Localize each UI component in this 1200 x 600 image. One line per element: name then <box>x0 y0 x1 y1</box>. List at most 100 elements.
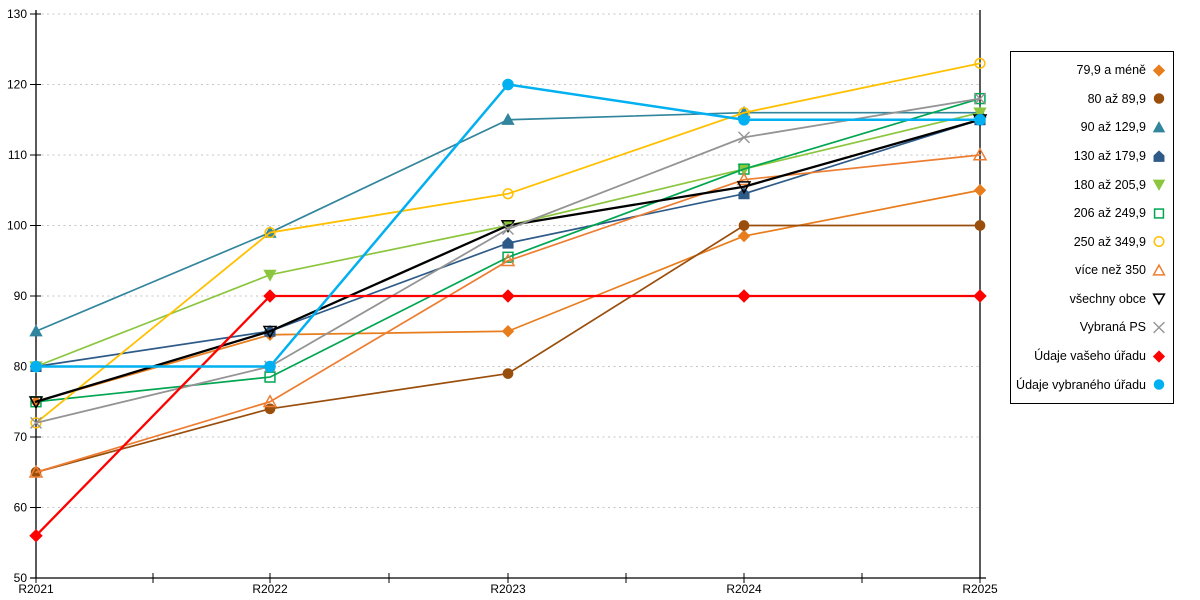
series-line-6 <box>35 62 981 424</box>
x-tick-label: R2023 <box>490 582 526 596</box>
legend-label: 80 až 89,9 <box>1087 91 1146 106</box>
data-point-s5-R2023 <box>502 251 514 263</box>
data-point-s8-R2024 <box>736 181 752 195</box>
legend-label: Údaje vybraného úřadu <box>1016 377 1146 392</box>
y-tick-label: 60 <box>14 501 28 515</box>
y-tick-label: 80 <box>14 360 28 374</box>
data-point-s2-R2023 <box>501 112 515 125</box>
legend-item-5: 206 až 249,9 <box>1013 201 1167 225</box>
data-point-s7-R2023 <box>500 253 516 267</box>
legend-label: Vybraná PS <box>1079 320 1146 335</box>
legend-marker-square-icon <box>1153 207 1165 219</box>
data-point-s11-R2023 <box>502 78 514 91</box>
legend-marker-pentagon-icon <box>1153 149 1165 162</box>
legend-item-8: všechny obce <box>1013 287 1167 311</box>
data-point-s7-R2024 <box>736 172 752 186</box>
data-point-s2-R2021 <box>29 324 43 337</box>
data-point-s9-R2021 <box>30 416 42 429</box>
data-point-s6-R2025 <box>974 57 986 69</box>
legend-label: 206 až 249,9 <box>1073 206 1146 221</box>
x-tick-label: R2021 <box>18 582 54 596</box>
data-point-s11-R2024 <box>738 113 750 126</box>
data-point-s9-R2024 <box>738 131 750 144</box>
data-point-s6-R2021 <box>30 417 42 429</box>
legend-marker-triangle-down-icon <box>1152 293 1166 306</box>
data-point-s10-R2025 <box>973 289 987 303</box>
legend-marker-shape <box>1153 149 1165 162</box>
legend-label: 90 až 129,9 <box>1080 120 1146 135</box>
data-point-s6-R2023 <box>502 188 514 200</box>
legend-item-2: 90 až 129,9 <box>1013 115 1167 139</box>
data-point-s4-R2025 <box>973 107 987 120</box>
legend-marker-shape <box>1152 349 1166 363</box>
data-point-s9-R2025 <box>974 92 986 105</box>
legend-marker-shape <box>1152 64 1166 77</box>
legend-label: Údaje vašeho úřadu <box>1034 349 1146 364</box>
data-point-s10-R2021 <box>29 528 43 543</box>
legend-marker-shape <box>1152 263 1166 276</box>
legend-item-0: 79,9 a méně <box>1013 58 1167 82</box>
legend-marker-triangle-up-icon <box>1152 121 1166 133</box>
legend-marker-circle-icon <box>1153 236 1165 248</box>
series-line-5 <box>35 97 981 403</box>
legend-marker-triangle-down-icon <box>1152 179 1166 192</box>
legend-item-10: Údaje vašeho úřadu <box>1013 344 1167 368</box>
y-tick-label: 100 <box>7 219 27 233</box>
legend-marker-shape <box>1153 93 1165 105</box>
legend-label: více než 350 <box>1075 263 1146 278</box>
legend-item-1: 80 až 89,9 <box>1013 87 1167 111</box>
data-point-s10-R2024 <box>737 289 751 303</box>
legend-label: 79,9 a méně <box>1076 63 1147 78</box>
data-point-s11-R2025 <box>974 113 986 126</box>
y-tick-label: 50 <box>14 571 28 585</box>
legend-item-6: 250 až 349,9 <box>1013 230 1167 254</box>
data-point-s4-R2022 <box>263 269 277 282</box>
legend-marker-x-icon <box>1153 321 1165 334</box>
data-point-s8-R2022 <box>262 325 278 339</box>
legend-marker-shape <box>1153 207 1165 219</box>
legend-marker-shape <box>1153 379 1165 390</box>
legend-item-7: více než 350 <box>1013 258 1167 282</box>
x-tick-label: R2024 <box>726 582 762 596</box>
data-point-s7-R2021 <box>28 464 44 478</box>
legend-marker-shape <box>1153 236 1165 248</box>
legend-label: všechny obce <box>1069 291 1146 306</box>
data-point-s1-R2022 <box>264 403 276 415</box>
data-point-s9-R2023 <box>502 223 514 236</box>
data-point-s0-R2025 <box>973 184 987 197</box>
legend-marker-circle-icon <box>1153 379 1165 390</box>
data-point-s8-R2021 <box>28 396 44 410</box>
data-point-s1-R2024 <box>738 220 750 231</box>
y-tick-label: 110 <box>8 148 27 162</box>
data-point-s11-R2021 <box>30 360 42 373</box>
y-tick-label: 120 <box>7 78 27 92</box>
y-tick-label: 130 <box>7 7 27 21</box>
legend-item-3: 130 až 179,9 <box>1013 144 1167 168</box>
legend-item-9: Vybraná PS <box>1013 315 1167 339</box>
chart-legend: 79,9 a méně 80 až 89,9 90 až 129,9 130 až 1… <box>1010 51 1174 404</box>
legend-label: 130 až 179,9 <box>1073 149 1146 164</box>
series-line-8 <box>34 118 982 403</box>
legend-marker-circle-icon <box>1153 93 1165 105</box>
data-point-s1-R2023 <box>502 368 514 379</box>
legend-marker-shape <box>1152 293 1166 306</box>
legend-marker-shape <box>1152 179 1166 192</box>
series-line-7 <box>35 154 981 474</box>
legend-label: 180 až 205,9 <box>1073 177 1146 192</box>
y-tick-label: 70 <box>14 430 28 444</box>
legend-marker-diamond-icon <box>1152 349 1166 363</box>
y-tick-label: 90 <box>14 289 28 303</box>
data-point-s6-R2022 <box>264 226 276 239</box>
legend-item-11: Údaje vybraného úřadu <box>1013 373 1167 397</box>
legend-marker-shape <box>1153 321 1165 334</box>
data-point-s10-R2023 <box>501 289 515 303</box>
legend-marker-shape <box>1152 121 1166 133</box>
x-tick-label: R2022 <box>252 582 288 596</box>
x-tick-label: R2025 <box>962 582 998 596</box>
data-point-s3-R2023 <box>502 236 514 249</box>
legend-item-4: 180 až 205,9 <box>1013 173 1167 197</box>
data-point-s0-R2023 <box>501 325 515 338</box>
data-point-s1-R2025 <box>974 220 986 231</box>
